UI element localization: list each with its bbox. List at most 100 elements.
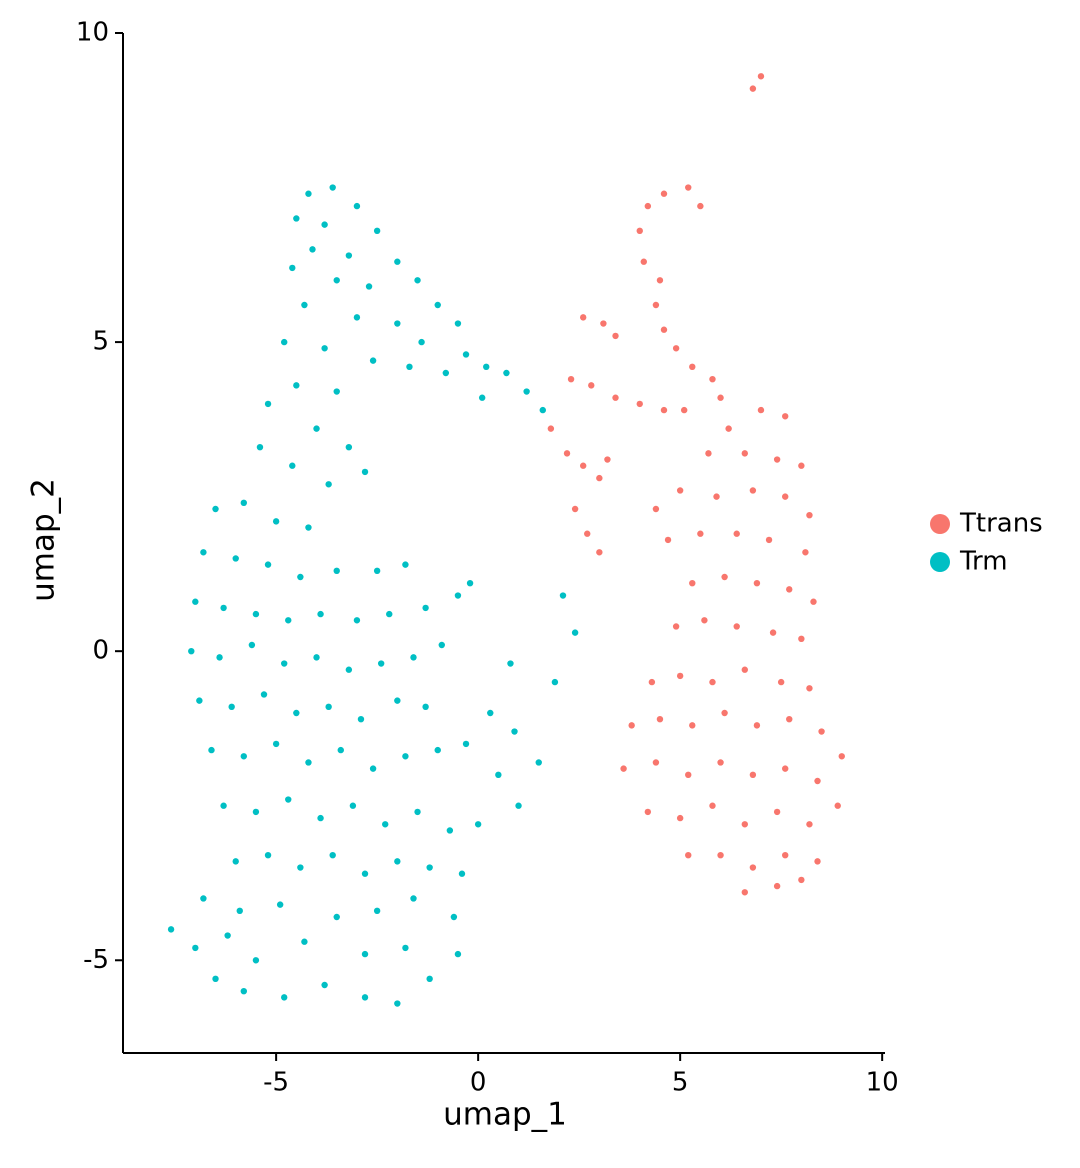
point [717,759,724,766]
point [285,617,292,624]
point [814,858,821,865]
point [596,549,603,556]
point [313,425,320,432]
point [741,666,749,673]
point [232,555,239,562]
point [814,777,821,785]
point [212,975,219,983]
point [422,703,429,711]
point [685,771,692,779]
point [676,487,684,494]
point [709,375,716,383]
point [434,746,441,754]
x-tick-label: -5 [263,1068,289,1098]
point [426,864,433,871]
point [281,338,288,346]
point [705,450,712,457]
point [579,314,587,321]
point [733,530,740,537]
point [567,375,575,383]
point [264,561,272,568]
point [305,759,312,766]
point [547,425,555,432]
point [596,474,603,482]
point [462,351,470,358]
point [438,641,445,649]
point [721,709,728,717]
point [709,678,716,686]
y-axis-title: umap_2 [26,478,62,602]
point [782,851,789,859]
point [676,672,684,680]
point [450,913,458,921]
point [652,759,660,766]
point [612,332,619,340]
point [612,394,619,401]
point [333,277,340,284]
point [305,190,312,197]
point [361,468,369,476]
point [414,277,421,284]
point [644,202,652,210]
point [511,728,518,735]
point [309,246,316,253]
point [212,505,219,513]
point [777,678,785,686]
point [483,363,490,371]
point [188,647,195,655]
point [272,740,280,748]
point [466,579,474,587]
point [515,802,522,809]
point [329,184,336,191]
point [689,579,696,587]
point [818,728,825,735]
point [325,703,332,711]
point [559,592,567,599]
point [220,802,227,809]
point [260,691,268,698]
point [640,258,647,265]
point [741,450,749,457]
point [281,660,288,667]
point [786,586,793,593]
point [753,722,761,729]
point [656,277,664,284]
point [798,635,805,643]
x-axis-title: umap_1 [443,1097,567,1133]
point [579,462,587,469]
point [584,530,591,537]
point [588,382,595,389]
point [462,740,470,748]
point [252,808,260,816]
point [333,567,340,575]
point [228,703,235,711]
y-tick-label: 10 [76,18,109,48]
point [446,827,454,834]
point [749,487,757,494]
point [361,870,369,877]
point [192,598,199,605]
point [200,549,207,556]
point [660,406,668,414]
point [325,481,332,488]
point [474,821,482,828]
point [725,425,732,432]
point [551,678,559,686]
point [321,221,328,228]
point [333,913,340,921]
y-tick-label: -5 [83,945,109,975]
point [810,598,817,605]
point [442,369,450,377]
point [216,654,223,661]
point [373,907,381,915]
point [196,697,203,704]
point [660,190,668,197]
point [600,320,607,327]
point [382,821,389,828]
point [628,722,635,729]
point [200,895,207,902]
point [220,604,227,612]
point [301,301,308,309]
point [689,363,696,371]
point [418,338,425,346]
